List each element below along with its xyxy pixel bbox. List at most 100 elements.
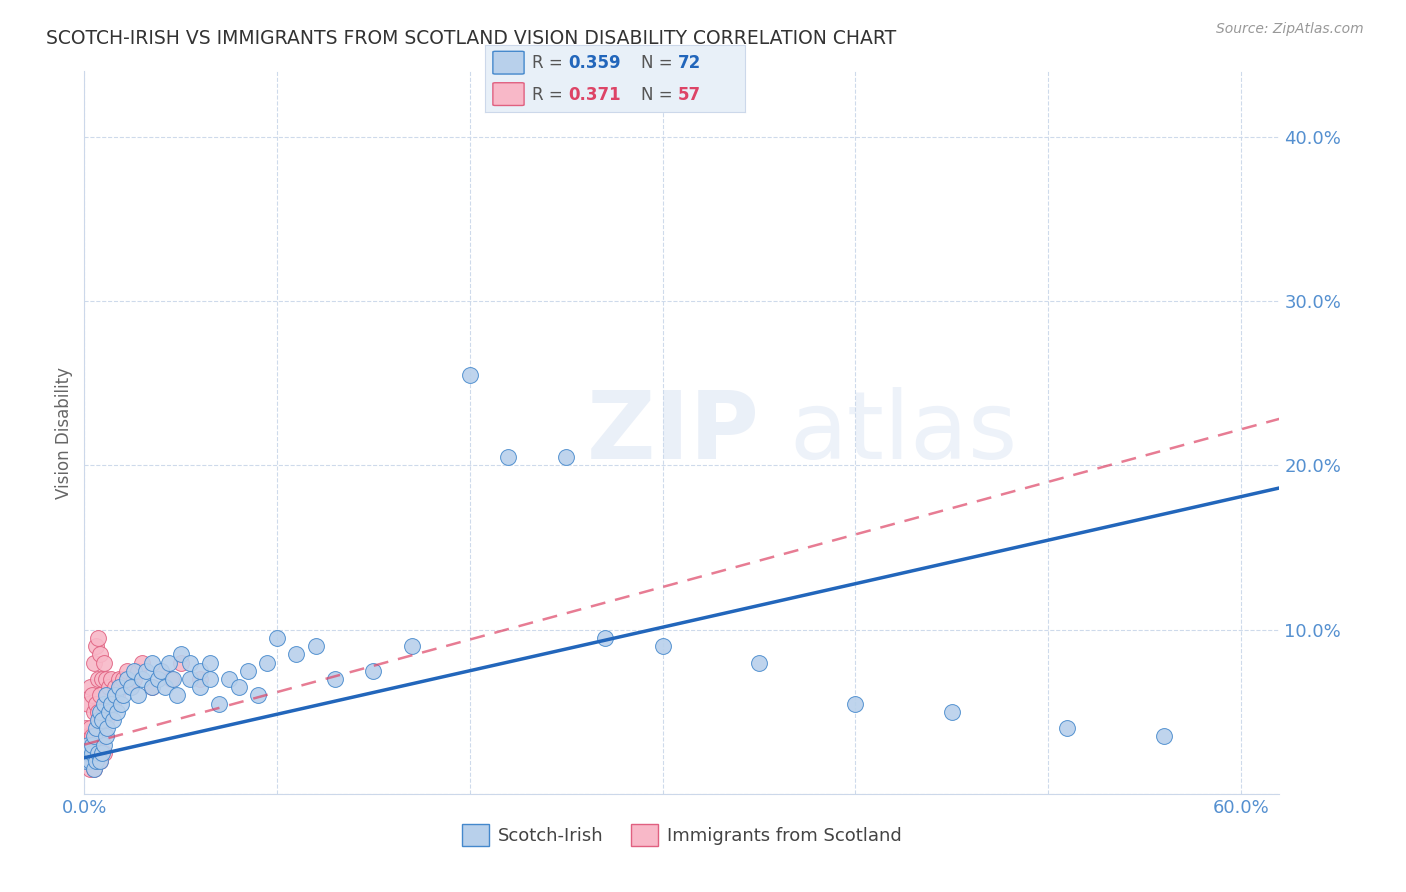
Point bbox=[94, 713, 117, 727]
Point bbox=[75, 738, 97, 752]
Point bbox=[120, 680, 142, 694]
Point bbox=[79, 762, 101, 776]
Point bbox=[651, 639, 673, 653]
Text: 0.359: 0.359 bbox=[568, 54, 621, 71]
Point bbox=[246, 689, 269, 703]
Point bbox=[188, 664, 211, 678]
Text: ZIP: ZIP bbox=[586, 386, 759, 479]
Point bbox=[87, 738, 110, 752]
Point bbox=[84, 639, 107, 653]
Point bbox=[179, 656, 201, 670]
Point bbox=[90, 746, 112, 760]
Point bbox=[87, 746, 110, 760]
Point bbox=[228, 680, 250, 694]
Point bbox=[124, 664, 146, 678]
Point bbox=[160, 672, 183, 686]
Point bbox=[75, 754, 97, 768]
Point bbox=[111, 689, 134, 703]
Point bbox=[108, 672, 131, 686]
Point bbox=[238, 664, 260, 678]
Text: Source: ZipAtlas.com: Source: ZipAtlas.com bbox=[1216, 22, 1364, 37]
Legend: Scotch-Irish, Immigrants from Scotland: Scotch-Irish, Immigrants from Scotland bbox=[456, 817, 908, 854]
Point bbox=[323, 672, 346, 686]
Point bbox=[79, 754, 101, 768]
Point bbox=[94, 730, 117, 744]
Point bbox=[94, 672, 117, 686]
Point bbox=[188, 672, 211, 686]
Point bbox=[124, 672, 146, 686]
Point bbox=[90, 672, 112, 686]
Point bbox=[104, 680, 127, 694]
Point bbox=[218, 672, 240, 686]
Point bbox=[748, 656, 770, 670]
Text: 72: 72 bbox=[678, 54, 700, 71]
Point bbox=[100, 697, 122, 711]
Point bbox=[593, 631, 616, 645]
Point bbox=[131, 656, 153, 670]
Point bbox=[198, 656, 221, 670]
Point bbox=[198, 672, 221, 686]
Point bbox=[79, 680, 101, 694]
Point bbox=[87, 754, 110, 768]
Point bbox=[89, 730, 111, 744]
Text: R =: R = bbox=[531, 86, 568, 103]
Point bbox=[84, 754, 107, 768]
Point bbox=[141, 680, 163, 694]
Point bbox=[141, 656, 163, 670]
Point bbox=[208, 697, 231, 711]
Point bbox=[96, 689, 118, 703]
Text: 0.371: 0.371 bbox=[568, 86, 621, 103]
Point bbox=[89, 754, 111, 768]
Point bbox=[77, 697, 100, 711]
Point bbox=[87, 713, 110, 727]
Point bbox=[96, 721, 118, 735]
Text: N =: N = bbox=[641, 86, 678, 103]
Point bbox=[401, 639, 423, 653]
Point bbox=[166, 689, 188, 703]
Point bbox=[90, 713, 112, 727]
Point bbox=[103, 697, 125, 711]
Point bbox=[87, 705, 110, 719]
Point bbox=[844, 697, 866, 711]
Point bbox=[75, 754, 97, 768]
Point bbox=[498, 450, 520, 465]
Text: atlas: atlas bbox=[790, 386, 1018, 479]
Point bbox=[131, 672, 153, 686]
Point bbox=[179, 672, 201, 686]
Point bbox=[77, 730, 100, 744]
Point bbox=[77, 738, 100, 752]
Point bbox=[83, 730, 105, 744]
Text: R =: R = bbox=[531, 54, 568, 71]
Point bbox=[87, 672, 110, 686]
Point bbox=[266, 631, 288, 645]
Text: 57: 57 bbox=[678, 86, 700, 103]
Point bbox=[555, 450, 578, 465]
Point bbox=[83, 762, 105, 776]
Point bbox=[84, 730, 107, 744]
Point bbox=[87, 631, 110, 645]
Point bbox=[115, 672, 138, 686]
Point bbox=[93, 738, 115, 752]
Text: SCOTCH-IRISH VS IMMIGRANTS FROM SCOTLAND VISION DISABILITY CORRELATION CHART: SCOTCH-IRISH VS IMMIGRANTS FROM SCOTLAND… bbox=[46, 29, 897, 47]
Point bbox=[120, 680, 142, 694]
Point bbox=[103, 713, 125, 727]
Point bbox=[93, 705, 115, 719]
Point bbox=[94, 689, 117, 703]
Point bbox=[150, 664, 173, 678]
Point bbox=[93, 656, 115, 670]
Point bbox=[79, 746, 101, 760]
Point bbox=[170, 648, 193, 662]
Point bbox=[100, 672, 122, 686]
Point bbox=[141, 680, 163, 694]
Point bbox=[79, 721, 101, 735]
Point bbox=[90, 713, 112, 727]
Point bbox=[98, 680, 121, 694]
Point bbox=[80, 689, 103, 703]
Y-axis label: Vision Disability: Vision Disability bbox=[55, 367, 73, 499]
Point bbox=[256, 656, 278, 670]
Point bbox=[458, 368, 481, 383]
Text: N =: N = bbox=[641, 54, 678, 71]
Point bbox=[80, 730, 103, 744]
Point bbox=[108, 680, 131, 694]
Point bbox=[162, 672, 184, 686]
